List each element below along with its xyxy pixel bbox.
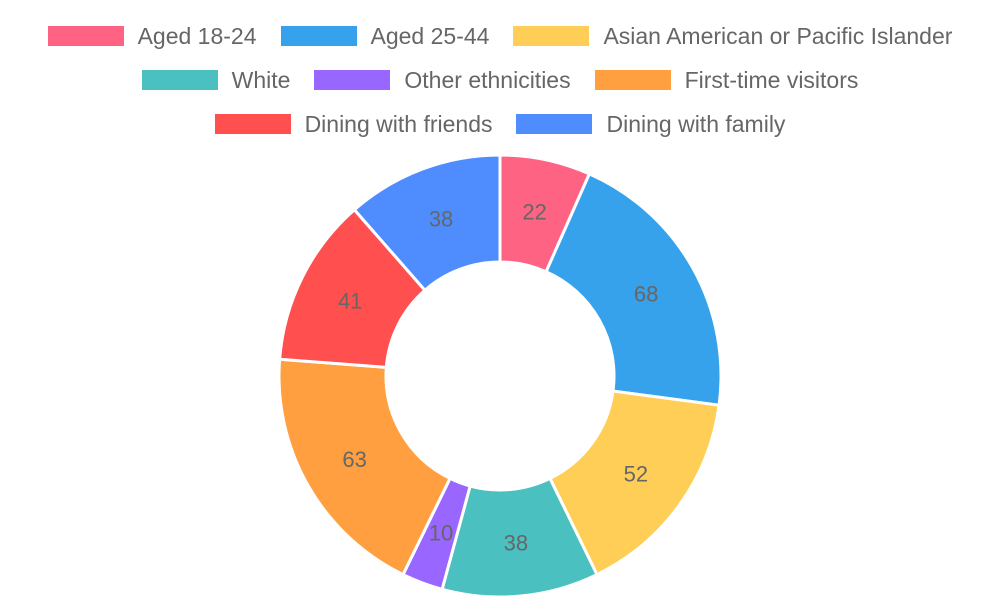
legend-label: Aged 18-24 bbox=[137, 22, 257, 49]
legend-item-other-ethnicities[interactable]: Other ethnicities bbox=[314, 66, 571, 94]
slice-first-time-visitors[interactable] bbox=[277, 357, 452, 577]
legend-swatch bbox=[594, 70, 671, 90]
legend-label: Dining with family bbox=[606, 110, 786, 137]
slice-dining-with-family[interactable] bbox=[352, 153, 502, 292]
slice-value-label: 38 bbox=[504, 530, 528, 555]
legend-swatch bbox=[47, 26, 124, 46]
legend-label: Asian American or Pacific Islander bbox=[603, 22, 953, 49]
legend-swatch bbox=[516, 114, 593, 134]
legend-label: White bbox=[231, 66, 291, 93]
legend-label: Aged 25-44 bbox=[370, 22, 490, 49]
slice-labels: 22 68 52 38 10 63 41 38 bbox=[338, 200, 658, 556]
slice-value-label: 52 bbox=[624, 461, 648, 486]
legend-item-white[interactable]: White bbox=[141, 66, 291, 94]
legend-row: Dining with friends Dining with family bbox=[0, 102, 1000, 146]
legend-swatch bbox=[141, 70, 218, 90]
slice-aged-25-44[interactable] bbox=[544, 172, 723, 407]
legend-item-dining-with-friends[interactable]: Dining with friends bbox=[214, 110, 493, 138]
legend-row: Aged 18-24 Aged 25-44 Asian American or … bbox=[0, 14, 1000, 58]
legend-item-aged-18-24[interactable]: Aged 18-24 bbox=[47, 22, 257, 50]
slice-value-label: 38 bbox=[429, 207, 453, 232]
legend-swatch bbox=[280, 26, 357, 46]
legend-item-dining-with-family[interactable]: Dining with family bbox=[516, 111, 785, 138]
legend-item-asian-american[interactable]: Asian American or Pacific Islander bbox=[513, 23, 952, 50]
slice-value-label: 22 bbox=[522, 200, 546, 225]
legend-label: First-time visitors bbox=[684, 66, 859, 93]
legend-label: Dining with friends bbox=[304, 110, 493, 137]
legend-item-aged-25-44[interactable]: Aged 25-44 bbox=[280, 22, 490, 50]
slices bbox=[277, 153, 723, 599]
slice-asian-american-or-pacific-islander[interactable] bbox=[548, 389, 721, 577]
legend-item-first-time-visitors[interactable]: First-time visitors bbox=[594, 66, 859, 94]
legend-swatch bbox=[314, 70, 391, 90]
slice-value-label: 10 bbox=[429, 520, 453, 545]
legend-row: White Other ethnicities First-time visit… bbox=[0, 58, 1000, 102]
legend: Aged 18-24 Aged 25-44 Asian American or … bbox=[0, 14, 1000, 146]
slice-value-label: 63 bbox=[342, 447, 366, 472]
slice-value-label: 68 bbox=[634, 282, 658, 307]
legend-swatch bbox=[214, 114, 291, 134]
slice-value-label: 41 bbox=[338, 289, 362, 314]
legend-swatch bbox=[513, 26, 590, 46]
legend-label: Other ethnicities bbox=[404, 66, 571, 93]
